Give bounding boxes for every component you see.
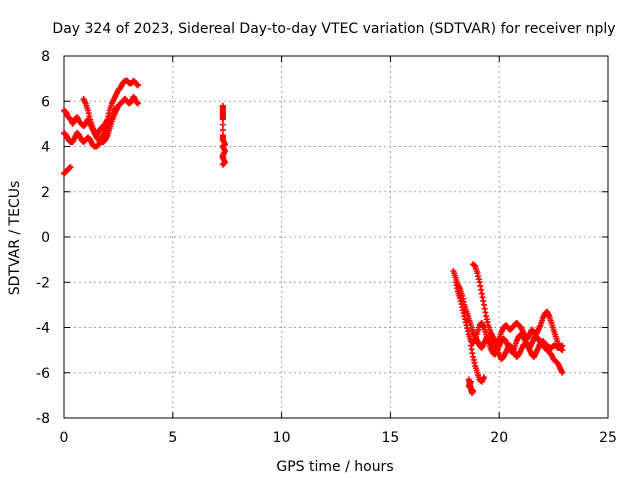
x-tick-label: 25 <box>599 430 617 446</box>
series-late-lower-branch <box>467 342 487 385</box>
y-tick-label: 8 <box>41 49 50 65</box>
x-tick-label: 0 <box>60 430 69 446</box>
y-tick-label: 6 <box>41 94 50 110</box>
y-tick-label: -8 <box>36 411 50 427</box>
data-point <box>219 116 226 123</box>
data-point <box>134 82 141 89</box>
plot-frame <box>63 55 609 419</box>
y-tick-label: -4 <box>36 321 50 337</box>
data-point <box>115 102 122 109</box>
data-point <box>480 374 487 381</box>
series-early-segment-a <box>61 77 141 139</box>
x-axis-label: GPS time / hours <box>276 459 393 475</box>
data-point <box>559 369 566 376</box>
data-point <box>219 121 226 128</box>
grid-lines <box>64 56 608 418</box>
y-tick-label: -2 <box>36 275 50 291</box>
y-axis-label: SDTVAR / TECUs <box>7 181 23 296</box>
y-tick-label: -6 <box>36 366 50 382</box>
data-points <box>61 77 566 397</box>
chart-title: Day 324 of 2023, Sidereal Day-to-day VTE… <box>52 21 615 37</box>
data-point <box>134 100 141 107</box>
y-tick-labels: -8 -6 -4 -2 0 2 4 6 8 <box>36 49 50 427</box>
x-tick-label: 5 <box>168 430 177 446</box>
series-midday-fragment <box>219 102 229 168</box>
x-tick-label: 20 <box>490 430 508 446</box>
data-point <box>219 161 226 168</box>
series-late-dip <box>465 376 477 397</box>
y-tick-label: 0 <box>41 230 50 246</box>
data-point <box>467 378 474 385</box>
y-tick-label: 2 <box>41 185 50 201</box>
series-early-segment-c <box>80 95 122 145</box>
data-point <box>67 163 74 170</box>
data-point <box>219 126 226 133</box>
data-point <box>559 342 566 349</box>
x-tick-labels: 0 5 10 15 20 25 <box>60 430 617 446</box>
x-tick-label: 10 <box>273 430 291 446</box>
series-late-segment-c <box>470 261 566 363</box>
y-tick-label: 4 <box>41 140 50 156</box>
x-tick-label: 15 <box>381 430 399 446</box>
series-early-start <box>61 163 74 177</box>
